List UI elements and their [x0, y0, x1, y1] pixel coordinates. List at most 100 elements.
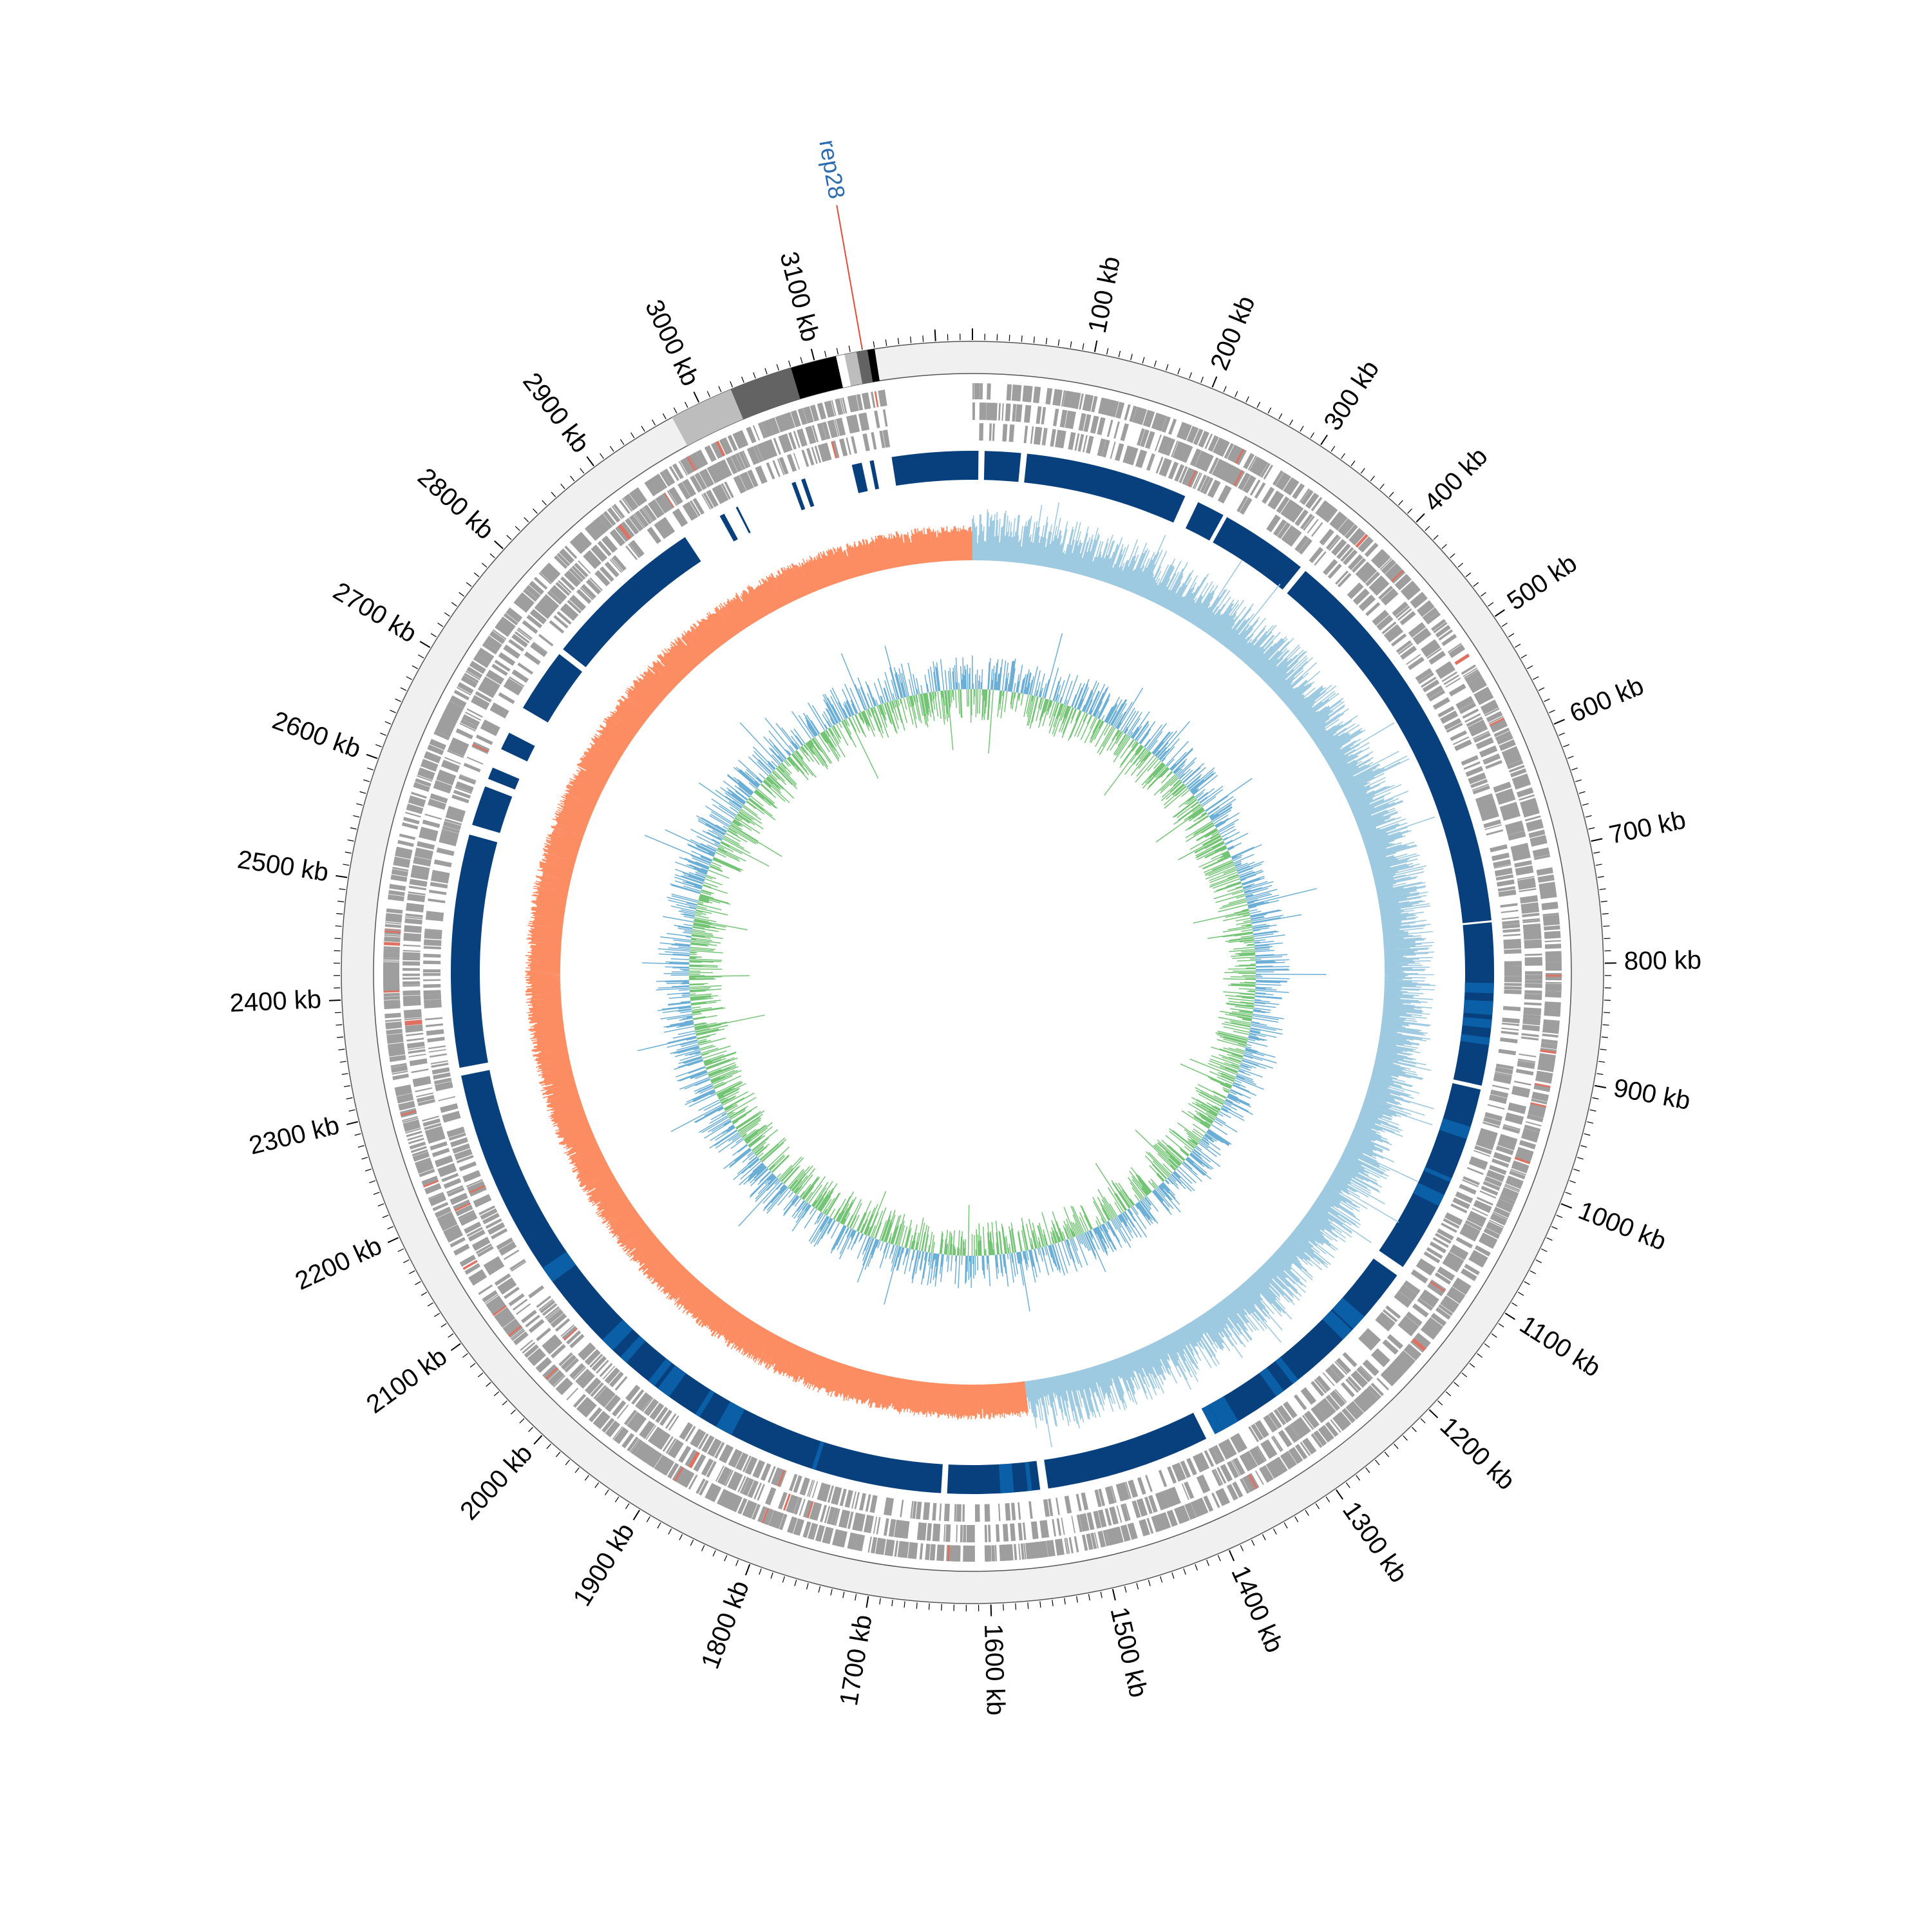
- minor-tick: [440, 1323, 447, 1328]
- gene-feature: [1535, 1077, 1552, 1084]
- gene-feature: [702, 468, 715, 486]
- gene-feature: [612, 555, 627, 571]
- gene-feature: [1350, 529, 1364, 544]
- gene-feature: [631, 1389, 645, 1405]
- gene-feature: [758, 442, 768, 460]
- gene-feature: [704, 446, 714, 462]
- minor-tick: [367, 767, 374, 771]
- gene-feature: [668, 466, 679, 481]
- gene-feature: [778, 414, 788, 431]
- minor-tick: [630, 432, 635, 439]
- gene-feature: [1208, 1447, 1220, 1465]
- gene-feature: [1517, 1062, 1535, 1070]
- minor-tick: [519, 1418, 525, 1424]
- gene-feature: [630, 540, 645, 556]
- gene-feature: [655, 1432, 667, 1447]
- major-tick: [632, 1510, 640, 1520]
- gene-feature: [1244, 1475, 1255, 1492]
- gene-feature: [459, 1212, 477, 1225]
- gene-feature: [1304, 1412, 1317, 1428]
- gene-feature: [457, 781, 474, 790]
- minor-tick: [1587, 1121, 1594, 1124]
- gene-feature: [1031, 1521, 1036, 1539]
- minor-tick: [1088, 1594, 1090, 1601]
- gene-feature: [787, 412, 795, 429]
- minor-tick: [1524, 1281, 1530, 1285]
- gene-feature: [473, 1194, 491, 1205]
- gene-feature: [1490, 1216, 1506, 1226]
- gc-content-track: [637, 633, 1327, 1312]
- gene-feature: [621, 1433, 633, 1448]
- gene-feature: [1468, 1160, 1486, 1170]
- gene-feature: [1470, 780, 1488, 788]
- gene-feature: [1148, 453, 1155, 471]
- gene-feature: [589, 522, 603, 538]
- minor-tick: [1394, 1443, 1399, 1449]
- gene-feature: [516, 629, 532, 641]
- gene-feature: [481, 679, 499, 692]
- gene-feature: [494, 1273, 511, 1286]
- gene-feature: [543, 595, 558, 609]
- gene-feature: [828, 400, 835, 417]
- gene-feature: [1506, 827, 1525, 835]
- gene-feature: [424, 929, 442, 931]
- gene-feature: [1416, 1264, 1432, 1276]
- gene-feature: [402, 995, 421, 999]
- gene-feature: [1193, 473, 1202, 489]
- gene-feature: [1438, 629, 1454, 641]
- gene-feature: [717, 1489, 726, 1505]
- gene-feature: [1372, 550, 1385, 564]
- gene-feature: [972, 402, 975, 421]
- gene-feature: [1285, 479, 1298, 495]
- gene-feature: [533, 641, 548, 654]
- gene-feature: [678, 1445, 688, 1461]
- gene-feature: [1513, 1080, 1531, 1086]
- minor-tick: [343, 864, 350, 866]
- gene-feature: [1215, 1489, 1227, 1506]
- gene-feature: [402, 973, 421, 976]
- gene-feature: [752, 425, 761, 441]
- gene-feature: [1116, 443, 1124, 462]
- minor-tick: [469, 1363, 476, 1368]
- gene-feature: [1053, 408, 1059, 426]
- gene-feature: [1432, 620, 1446, 632]
- gene-feature: [1511, 848, 1530, 857]
- gene-feature: [1484, 1177, 1502, 1188]
- tick-label-3100kb: 3100 kb: [774, 249, 824, 345]
- gene-feature: [538, 572, 552, 585]
- gene-feature: [882, 409, 888, 427]
- minor-tick: [1589, 1109, 1596, 1112]
- gene-feature: [1444, 719, 1462, 730]
- gene-feature: [1504, 820, 1523, 830]
- gene-feature: [517, 662, 534, 675]
- gene-feature: [969, 1524, 974, 1543]
- gene-feature: [1377, 555, 1391, 569]
- gene-feature: [867, 1515, 873, 1533]
- gene-feature: [705, 1482, 714, 1499]
- minor-tick: [706, 391, 711, 397]
- gene-feature: [1483, 706, 1499, 715]
- gene-feature: [994, 402, 998, 421]
- gene-feature: [692, 498, 705, 515]
- gene-feature: [1392, 1361, 1406, 1374]
- gene-feature: [1417, 672, 1434, 685]
- gene-feature: [1364, 542, 1378, 557]
- gene-feature: [1394, 1292, 1412, 1307]
- gene-feature: [1356, 1395, 1371, 1410]
- blast-block: [1185, 502, 1224, 541]
- gene-feature: [1498, 1198, 1514, 1208]
- gene-feature: [1280, 1454, 1291, 1470]
- gene-feature: [822, 1526, 831, 1544]
- gene-feature: [450, 1137, 468, 1146]
- gene-feature: [1461, 664, 1476, 675]
- gene-feature: [423, 946, 441, 950]
- blast-block: [1287, 571, 1492, 923]
- gene-feature: [1358, 1335, 1374, 1351]
- gene-feature: [1097, 1530, 1106, 1548]
- gene-feature: [1149, 1495, 1157, 1513]
- gene-feature: [1110, 1486, 1117, 1503]
- gene-feature: [1389, 568, 1404, 582]
- gene-feature: [442, 1114, 461, 1123]
- gene-feature: [1279, 1405, 1292, 1421]
- gene-feature: [1403, 1282, 1420, 1295]
